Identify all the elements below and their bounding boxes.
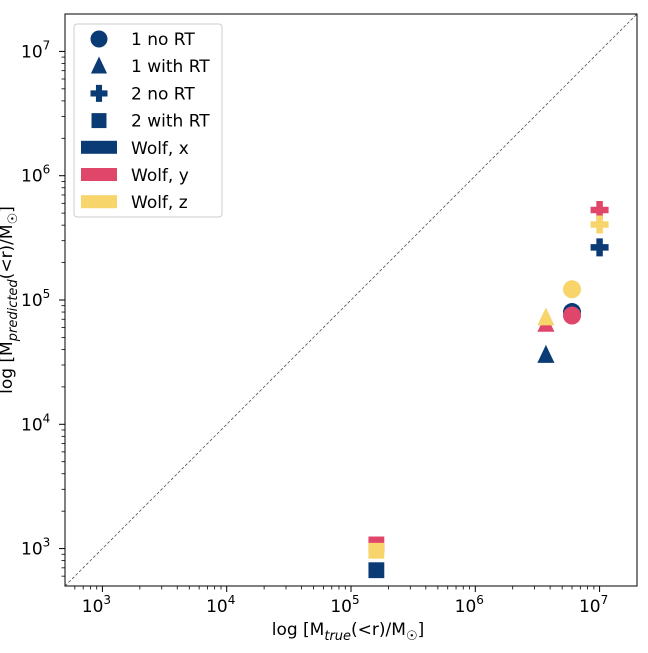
- legend-marker-3: [91, 113, 107, 129]
- legend-label-2: 2 no RT: [131, 84, 195, 104]
- x-tick-label-2: 105: [330, 593, 359, 617]
- legend-marker-0: [90, 30, 108, 48]
- y-axis-title: log [Mpredicted(<r)/M☉]: [0, 206, 21, 394]
- legend-marker-6: [81, 195, 117, 209]
- x-tick-label-1: 104: [206, 593, 235, 617]
- legend-marker-5: [81, 168, 117, 181]
- data-point-plus-7: [590, 215, 609, 234]
- y-tick-label-4: 107: [21, 38, 50, 62]
- y-tick-label-3: 106: [21, 163, 50, 187]
- legend-label-1: 1 with RT: [131, 57, 210, 77]
- x-tick-label-4: 107: [579, 593, 608, 617]
- legend-marker-4: [81, 140, 117, 154]
- x-tick-label-3: 106: [455, 593, 484, 617]
- x-tick-label-0: 103: [82, 593, 111, 617]
- y-tick-label-2: 105: [21, 287, 50, 311]
- y-tick-label-0: 103: [21, 536, 50, 560]
- data-point-plus-8: [590, 238, 609, 257]
- legend-marker-2: [90, 84, 108, 102]
- legend-label-3: 2 with RT: [131, 112, 210, 132]
- x-axis-title: log [Mtrue(<r)/M☉]: [272, 620, 425, 644]
- data-point-square-10: [368, 542, 385, 559]
- legend-label-5: Wolf, y: [131, 166, 189, 186]
- data-point-circle-0: [563, 280, 582, 299]
- data-point-triangle-5: [537, 344, 555, 363]
- data-point-plus-6: [590, 200, 609, 219]
- legend-marker-1: [90, 56, 108, 74]
- legend-label-0: 1 no RT: [131, 30, 195, 50]
- data-point-circle-2: [563, 306, 582, 325]
- legend-label-4: Wolf, x: [131, 139, 189, 159]
- data-point-triangle-4: [537, 307, 555, 326]
- legend-label-6: Wolf, z: [131, 193, 188, 213]
- y-tick-label-1: 104: [21, 411, 50, 435]
- data-point-square-11: [368, 562, 385, 579]
